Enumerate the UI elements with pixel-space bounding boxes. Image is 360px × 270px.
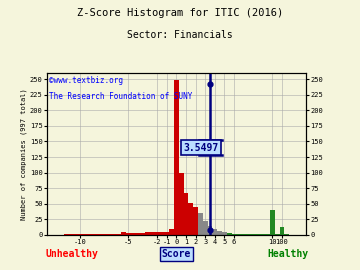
Bar (165, 232, 169, 235)
Text: Score: Score (162, 249, 191, 259)
Bar (73, 234, 78, 235)
Text: Sector: Financials: Sector: Financials (127, 30, 233, 40)
Bar (203, 221, 207, 235)
Bar (270, 210, 275, 235)
Bar (198, 213, 203, 235)
Text: The Research Foundation of SUNY: The Research Foundation of SUNY (49, 92, 193, 101)
Bar (284, 234, 289, 235)
Text: Healthy: Healthy (267, 249, 309, 259)
Bar (251, 234, 256, 235)
Bar (93, 234, 97, 235)
Bar (189, 202, 193, 235)
Bar (102, 234, 107, 235)
Bar (193, 207, 198, 235)
Bar (140, 233, 145, 235)
Bar (222, 232, 227, 235)
Bar (227, 233, 231, 235)
Bar (131, 233, 135, 235)
Bar (208, 225, 212, 235)
Bar (64, 234, 68, 235)
Bar (212, 229, 217, 235)
Bar (117, 234, 121, 235)
Text: Unhealthy: Unhealthy (46, 249, 98, 259)
Bar (174, 80, 179, 235)
Bar (179, 173, 184, 235)
Text: 3.5497: 3.5497 (183, 143, 219, 153)
Bar (265, 234, 270, 235)
Bar (126, 233, 131, 235)
Bar (150, 232, 155, 235)
Bar (232, 234, 236, 235)
Bar (112, 234, 116, 235)
Bar (121, 232, 126, 235)
Bar (217, 231, 222, 235)
Bar (155, 232, 159, 235)
Bar (145, 232, 150, 235)
Bar (169, 229, 174, 235)
Bar (68, 234, 73, 235)
Bar (97, 234, 102, 235)
Bar (136, 233, 140, 235)
Bar (241, 234, 246, 235)
Text: Z-Score Histogram for ITIC (2016): Z-Score Histogram for ITIC (2016) (77, 8, 283, 18)
Bar (261, 234, 265, 235)
Bar (237, 234, 241, 235)
Text: ©www.textbiz.org: ©www.textbiz.org (49, 76, 123, 85)
Bar (160, 232, 164, 235)
Bar (184, 193, 188, 235)
Bar (246, 234, 251, 235)
Bar (83, 234, 87, 235)
Bar (78, 234, 83, 235)
Bar (280, 227, 284, 235)
Y-axis label: Number of companies (997 total): Number of companies (997 total) (21, 88, 27, 220)
Bar (275, 234, 279, 235)
Bar (88, 234, 92, 235)
Bar (107, 234, 112, 235)
Bar (256, 234, 260, 235)
